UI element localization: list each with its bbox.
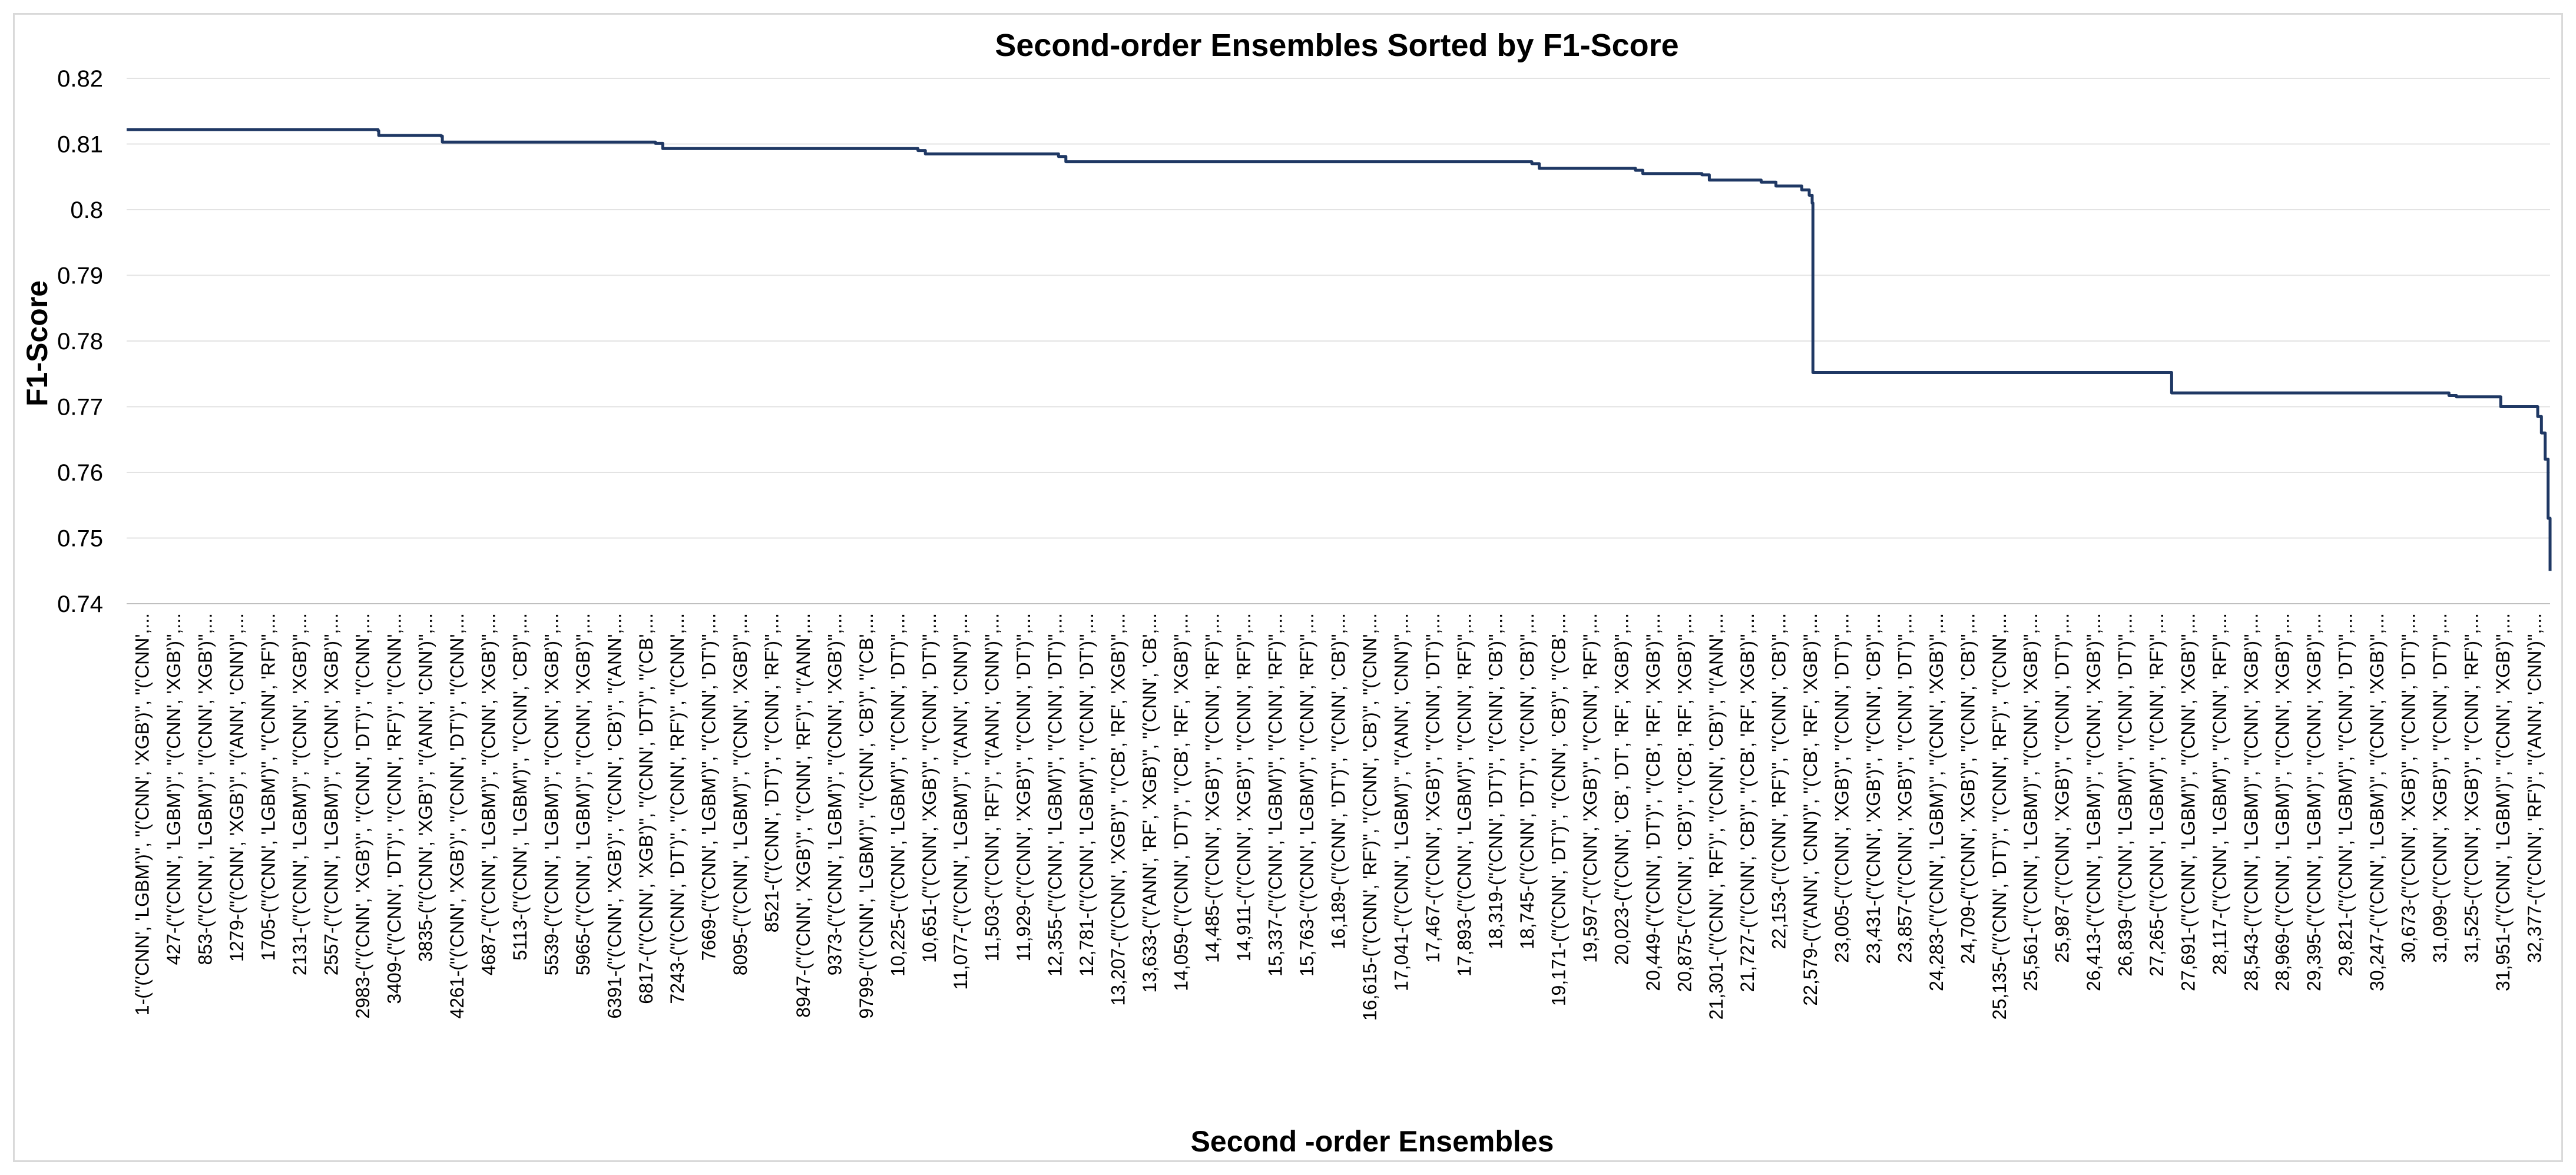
y-tick-label: 0.82 <box>57 66 103 92</box>
y-tick-label: 0.74 <box>57 591 103 617</box>
x-tick-label: 16,189-("('CNN', 'DT')", "('CNN', 'CB')"… <box>1328 613 1349 949</box>
x-tick-label: 16,615-("('CNN', 'RF')", "('CNN', 'CB')"… <box>1359 613 1380 1021</box>
x-tick-label: 15,337-("('CNN', 'LGBM')", "('CNN', 'RF'… <box>1265 613 1286 977</box>
x-tick-label: 11,077-("('CNN', 'LGBM')", "('ANN', 'CNN… <box>950 613 971 990</box>
x-tick-label: 20,875-("('CNN', 'CB')", "('CB', 'RF', '… <box>1674 613 1695 992</box>
x-tick-label: 21,727-("('CNN', 'CB')", "('CB', 'RF', '… <box>1737 613 1758 992</box>
x-tick-label: 20,449-("('CNN', 'DT')", "('CB', 'RF', '… <box>1643 613 1664 991</box>
x-tick-label: 24,283-("('CNN', 'LGBM')", "('CNN', 'XGB… <box>1926 613 1947 991</box>
x-tick-label: 27,691-("('CNN', 'LGBM')", "('CNN', 'XGB… <box>2177 613 2198 991</box>
x-tick-label: 17,041-("('CNN', 'LGBM')", "('ANN', 'CNN… <box>1390 613 1412 991</box>
x-tick-label: 32,377-("('CNN', 'RF')", "('ANN', 'CNN')… <box>2524 613 2545 963</box>
x-tick-label: 2983-("('CNN', 'XGB')", "('CNN', 'DT')",… <box>352 613 373 1019</box>
x-tick-label: 23,005-("('CNN', 'XGB')", "('CNN', 'DT')… <box>1832 613 1853 963</box>
x-tick-label: 29,395-("('CNN', 'LGBM')", "('CNN', 'XGB… <box>2303 613 2325 991</box>
x-tick-label: 28,969-("('CNN', 'LGBM')", "('CNN', 'XGB… <box>2272 613 2293 991</box>
chart-frame <box>13 13 2563 1162</box>
x-tick-label: 11,929-("('CNN', 'XGB')", "('CNN', 'DT')… <box>1013 613 1034 962</box>
x-tick-label: 13,207-("('CNN', 'XGB')", "('CB', 'RF', … <box>1107 613 1128 1006</box>
x-tick-label: 24,709-("('CNN', 'XGB')", "('CNN', 'CB')… <box>1957 613 1978 964</box>
y-axis-title: F1-Score <box>21 280 54 406</box>
x-tick-label: 6391-("('CNN', 'XGB')", "('CNN', 'CB')",… <box>604 613 625 1019</box>
x-tick-label: 31,099-("('CNN', 'XGB')", "('CNN', 'DT')… <box>2429 613 2451 963</box>
x-tick-label: 3409-("('CNN', 'DT')", "('CNN', 'RF')", … <box>383 613 405 1004</box>
x-tick-label: 19,597-("('CNN', 'XGB')", "('CNN', 'RF')… <box>1580 613 1601 963</box>
x-tick-label: 25,561-("('CNN', 'LGBM')", "('CNN', 'XGB… <box>2020 613 2041 991</box>
x-tick-label: 5965-("('CNN', 'LGBM')", "('CNN', 'XGB')… <box>572 613 594 975</box>
x-tick-label: 853-("('CNN', 'LGBM')", "('CNN', 'XGB')"… <box>195 613 216 965</box>
x-tick-label: 2557-("('CNN', 'LGBM')", "('CNN', 'XGB')… <box>320 613 342 975</box>
x-tick-label: 427-("('CNN', 'LGBM')", "('CNN', 'XGB')"… <box>163 613 184 965</box>
x-tick-label: 22,153-("('CNN', 'RF')", "('CNN', 'CB')"… <box>1769 613 1790 949</box>
x-tick-label: 31,525-("('CNN', 'XGB')", "('CNN', 'RF')… <box>2461 613 2482 963</box>
x-tick-label: 1705-("('CNN', 'LGBM')", "('CNN', 'RF')"… <box>258 613 279 961</box>
x-tick-label: 22,579-("('ANN', 'CNN')", "('CB', 'RF', … <box>1800 613 1821 1006</box>
x-tick-label: 13,633-("('ANN', 'RF', 'XGB')", "('CNN',… <box>1139 613 1160 993</box>
x-tick-label: 21,301-("('CNN', 'RF')", "('CNN', 'CB')"… <box>1706 613 1727 1020</box>
x-tick-label: 14,059-("('CNN', 'DT')", "('CB', 'RF', '… <box>1170 613 1191 991</box>
x-tick-label: 20,023-("('CNN', 'CB', 'DT', 'RF', 'XGB'… <box>1611 613 1633 965</box>
x-tick-label: 19,171-("('CNN', 'DT')", "('CNN', 'CB')"… <box>1548 613 1570 1006</box>
x-tick-label: 27,265-("('CNN', 'LGBM')", "('CNN', 'RF'… <box>2146 613 2167 977</box>
x-tick-label: 2131-("('CNN', 'LGBM')", "('CNN', 'XGB')… <box>289 613 310 975</box>
x-tick-label: 31,951-("('CNN', 'LGBM')", "('CNN', 'XGB… <box>2492 613 2514 991</box>
y-tick-label: 0.78 <box>57 329 103 355</box>
series-group <box>127 128 2552 571</box>
x-tick-label: 14,485-("('CNN', 'XGB')", "('CNN', 'RF')… <box>1202 613 1223 963</box>
x-tick-label: 23,431-("('CNN', 'XGB')", "('CNN', 'CB')… <box>1863 613 1884 964</box>
x-tick-label: 23,857-("('CNN', 'XGB')", "('CNN', 'DT')… <box>1894 613 1915 963</box>
x-tick-label: 8947-("('CNN', 'XGB')", "('CNN', 'RF')",… <box>793 613 814 1018</box>
series-line <box>127 128 2552 571</box>
y-tick-label: 0.75 <box>57 526 103 552</box>
x-tick-label: 9373-("('CNN', 'LGBM')", "('CNN', 'XGB')… <box>824 613 845 975</box>
y-tick-label: 0.81 <box>57 132 103 158</box>
x-tick-label: 25,987-("('CNN', 'XGB')", "('CNN', 'DT')… <box>2052 613 2073 963</box>
x-tick-label: 25,135-("('CNN', 'DT')", "('CNN', 'RF')"… <box>1989 613 2010 1020</box>
x-tick-label: 30,247-("('CNN', 'LGBM')", "('CNN', 'XGB… <box>2366 613 2388 991</box>
x-tick-label: 1-("('CNN', 'LGBM')", "('CNN', 'XGB')", … <box>132 613 153 1015</box>
x-tick-label: 5539-("('CNN', 'LGBM')", "('CNN', 'XGB')… <box>541 613 562 975</box>
x-tick-label: 4261-("('CNN', 'XGB')", "('CNN', 'DT')",… <box>446 613 468 1019</box>
x-tick-label: 30,673-("('CNN', 'XGB')", "('CNN', 'DT')… <box>2398 613 2419 963</box>
y-tick-labels: 0.74 0.75 0.76 0.77 0.78 0.79 0.8 0.81 0.82 <box>57 66 103 617</box>
chart-title: Second-order Ensembles Sorted by F1-Scor… <box>995 28 1678 63</box>
x-tick-label: 17,893-("('CNN', 'LGBM')", "('CNN', 'RF'… <box>1453 613 1475 977</box>
x-tick-label: 28,543-("('CNN', 'LGBM')", "('CNN', 'XGB… <box>2240 613 2262 991</box>
x-tick-label: 26,839-("('CNN', 'LGBM')", "('CNN', 'DT'… <box>2115 613 2136 977</box>
x-axis-title: Second -order Ensembles <box>1191 1125 1554 1158</box>
x-tick-label: 4687-("('CNN', 'LGBM')", "('CNN', 'XGB')… <box>478 613 499 975</box>
x-tick-label: 28,117-("('CNN', 'LGBM')", "('CNN', 'RF'… <box>2209 613 2230 975</box>
x-tick-labels: 1-("('CNN', 'LGBM')", "('CNN', 'XGB')", … <box>132 613 2545 1021</box>
y-tick-label: 0.77 <box>57 395 103 421</box>
x-tick-label: 7243-("('CNN', 'DT')", "('CNN', 'RF')", … <box>667 613 688 1004</box>
x-tick-label: 1279-("('CNN', 'XGB')", "('ANN', 'CNN')"… <box>226 613 247 962</box>
x-tick-label: 12,355-("('CNN', 'LGBM')", "('CNN', 'DT'… <box>1045 613 1066 977</box>
x-tick-label: 7669-("('CNN', 'LGBM')", "('CNN', 'DT')"… <box>698 613 720 961</box>
gridlines <box>127 78 2550 539</box>
x-tick-label: 9799-("('CNN', 'LGBM')", "('CNN', 'CB')"… <box>856 613 877 1019</box>
x-tick-label: 18,745-("('CNN', 'DT')", "('CNN', 'CB')"… <box>1517 613 1538 949</box>
x-tick-label: 12,781-("('CNN', 'LGBM')", "('CNN', 'DT'… <box>1076 613 1097 977</box>
x-tick-label: 18,319-("('CNN', 'DT')", "('CNN', 'CB')"… <box>1485 613 1506 949</box>
x-tick-label: 10,651-("('CNN', 'XGB')", "('CNN', 'DT')… <box>919 613 940 963</box>
x-tick-label: 11,503-("('CNN', 'RF')", "('ANN', 'CNN')… <box>982 613 1003 962</box>
x-tick-label: 3835-("('CNN', 'XGB')", "('ANN', 'CNN')"… <box>415 613 436 962</box>
x-tick-label: 14,911-("('CNN', 'XGB')", "('CNN', 'RF')… <box>1233 613 1254 962</box>
y-tick-label: 0.79 <box>57 263 103 289</box>
x-tick-label: 8521-("('CNN', 'DT')", "('CNN', 'RF')",.… <box>761 613 783 932</box>
x-tick-label: 15,763-("('CNN', 'LGBM')", "('CNN', 'RF'… <box>1296 613 1317 977</box>
x-tick-label: 17,467-("('CNN', 'XGB')", "('CNN', 'DT')… <box>1422 613 1443 963</box>
x-tick-label: 5113-("('CNN', 'LGBM')", "('CNN', 'CB')"… <box>509 613 531 961</box>
x-tick-label: 29,821-("('CNN', 'LGBM')", "('CNN', 'DT'… <box>2335 613 2356 977</box>
x-tick-label: 6817-("('CNN', 'XGB')", "('CNN', 'DT')",… <box>635 613 657 1004</box>
x-tick-label: 10,225-("('CNN', 'LGBM')", "('CNN', 'DT'… <box>887 613 908 977</box>
x-tick-label: 8095-("('CNN', 'LGBM')", "('CNN', 'XGB')… <box>730 613 751 975</box>
y-tick-label: 0.8 <box>70 197 103 223</box>
x-tick-label: 26,413-("('CNN', 'LGBM')", "('CNN', 'XGB… <box>2083 613 2104 991</box>
y-tick-label: 0.76 <box>57 460 103 486</box>
